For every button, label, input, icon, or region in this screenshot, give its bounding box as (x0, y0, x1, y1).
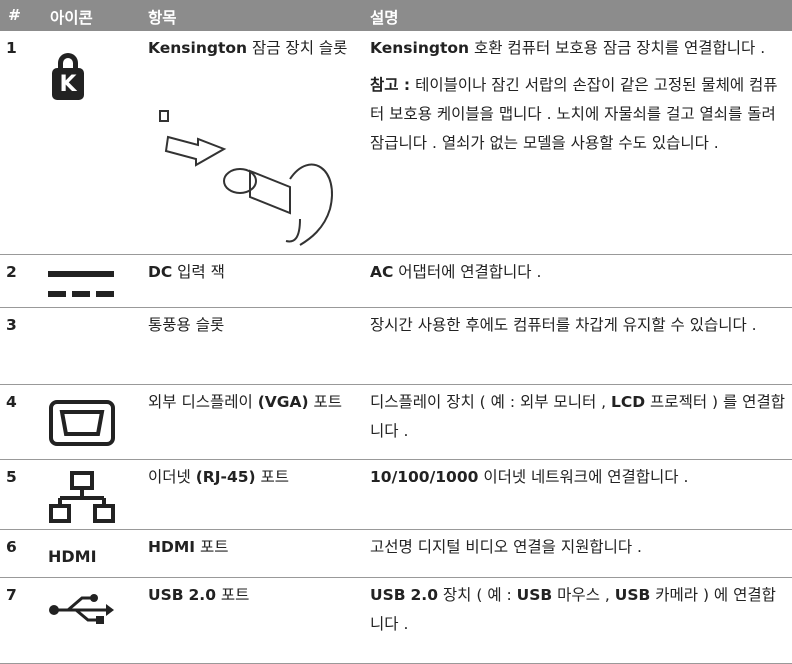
item: USB 2.0 포트 (148, 586, 250, 604)
hdmi-icon: HDMI (48, 547, 97, 566)
description-block: AC 어댑터에 연결합니다 . (370, 258, 790, 287)
kensington-illustration (159, 110, 333, 246)
icon-label: HDMI (48, 547, 97, 566)
table-row: 1 K Kensington 잠금 장치 슬롯 Kensington 호환 컴퓨터… (0, 31, 792, 255)
item: HDMI 포트 (148, 538, 229, 556)
description-block: Kensington 호환 컴퓨터 보호용 잠금 장치를 연결합니다 . 참고 :… (370, 34, 790, 158)
note: 참고 : 테이블이나 잠긴 서랍의 손잡이 같은 고정된 물체에 컴퓨터 보호용… (370, 71, 790, 158)
dc-icon (48, 271, 114, 297)
description-block: 10/100/1000 이더넷 네트워크에 연결합니다 . (370, 463, 790, 492)
note-label: 참고 : (370, 76, 411, 94)
item: DC 입력 잭 (148, 263, 225, 281)
item: 외부 디스플레이 (VGA) 포트 (148, 393, 343, 411)
description: 디스플레이 장치 ( 예 : 외부 모니터 , LCD 프로젝터 ) 를 연결합… (370, 393, 785, 440)
table-row: 6 HDMI HDMI 포트 고선명 디지털 비디오 연결을 지원합니다 . (0, 530, 792, 578)
row-number: 6 (6, 538, 17, 556)
description: AC 어댑터에 연결합니다 . (370, 263, 542, 281)
description: 고선명 디지털 비디오 연결을 지원합니다 . (370, 538, 642, 556)
table-row: 3 통풍용 슬롯 장시간 사용한 후에도 컴퓨터를 차갑게 유지할 수 있습니다 … (0, 308, 792, 385)
description-block: 장시간 사용한 후에도 컴퓨터를 차갑게 유지할 수 있습니다 . (370, 311, 790, 340)
description: 장시간 사용한 후에도 컴퓨터를 차갑게 유지할 수 있습니다 . (370, 316, 757, 334)
ethernet-icon (49, 471, 115, 523)
header-description: 설명 (370, 9, 399, 27)
table-row: 4 외부 디스플레이 (VGA) 포트 디스플레이 장치 ( 예 : 외부 모니터… (0, 385, 792, 460)
vga-icon (49, 400, 115, 446)
item: 통풍용 슬롯 (148, 316, 225, 334)
row-number: 7 (6, 586, 17, 604)
header-item: 항목 (148, 9, 177, 27)
item: Kensington 잠금 장치 슬롯 (148, 39, 348, 57)
lock-icon: K (52, 53, 84, 100)
description: USB 2.0 장치 ( 예 : USB 마우스 , USB 카메라 ) 에 연… (370, 586, 776, 633)
description-block: 디스플레이 장치 ( 예 : 외부 모니터 , LCD 프로젝터 ) 를 연결합… (370, 388, 790, 446)
table-row: 7 USB 2.0 포트 USB 2.0 장치 ( 예 : USB 마우스 , U… (0, 578, 792, 664)
row-number: 5 (6, 468, 17, 486)
icon-label: K (59, 72, 77, 97)
description-block: 고선명 디지털 비디오 연결을 지원합니다 . (370, 533, 790, 562)
note-text: 테이블이나 잠긴 서랍의 손잡이 같은 고정된 물체에 컴퓨터 보호용 케이블을… (370, 76, 778, 152)
description-block: USB 2.0 장치 ( 예 : USB 마우스 , USB 카메라 ) 에 연… (370, 581, 790, 639)
row-number: 4 (6, 393, 17, 411)
usb-icon (49, 594, 114, 624)
table-row: 5 이더넷 (RJ-45) 포트 10/100/1000 이더넷 네트워크에 연결… (0, 460, 792, 530)
row-number: 2 (6, 263, 17, 281)
item: 이더넷 (RJ-45) 포트 (148, 468, 290, 486)
row-number: 3 (6, 316, 17, 334)
table-header: # 아이콘 항목 설명 (0, 0, 792, 31)
header-icon: 아이콘 (50, 9, 93, 27)
description: 10/100/1000 이더넷 네트워크에 연결합니다 . (370, 468, 689, 486)
header-number: # (8, 6, 21, 24)
row-number: 1 (6, 39, 17, 57)
table-row: 2 DC 입력 잭 AC 어댑터에 연결합니다 . (0, 255, 792, 308)
description: Kensington 호환 컴퓨터 보호용 잠금 장치를 연결합니다 . (370, 39, 766, 57)
